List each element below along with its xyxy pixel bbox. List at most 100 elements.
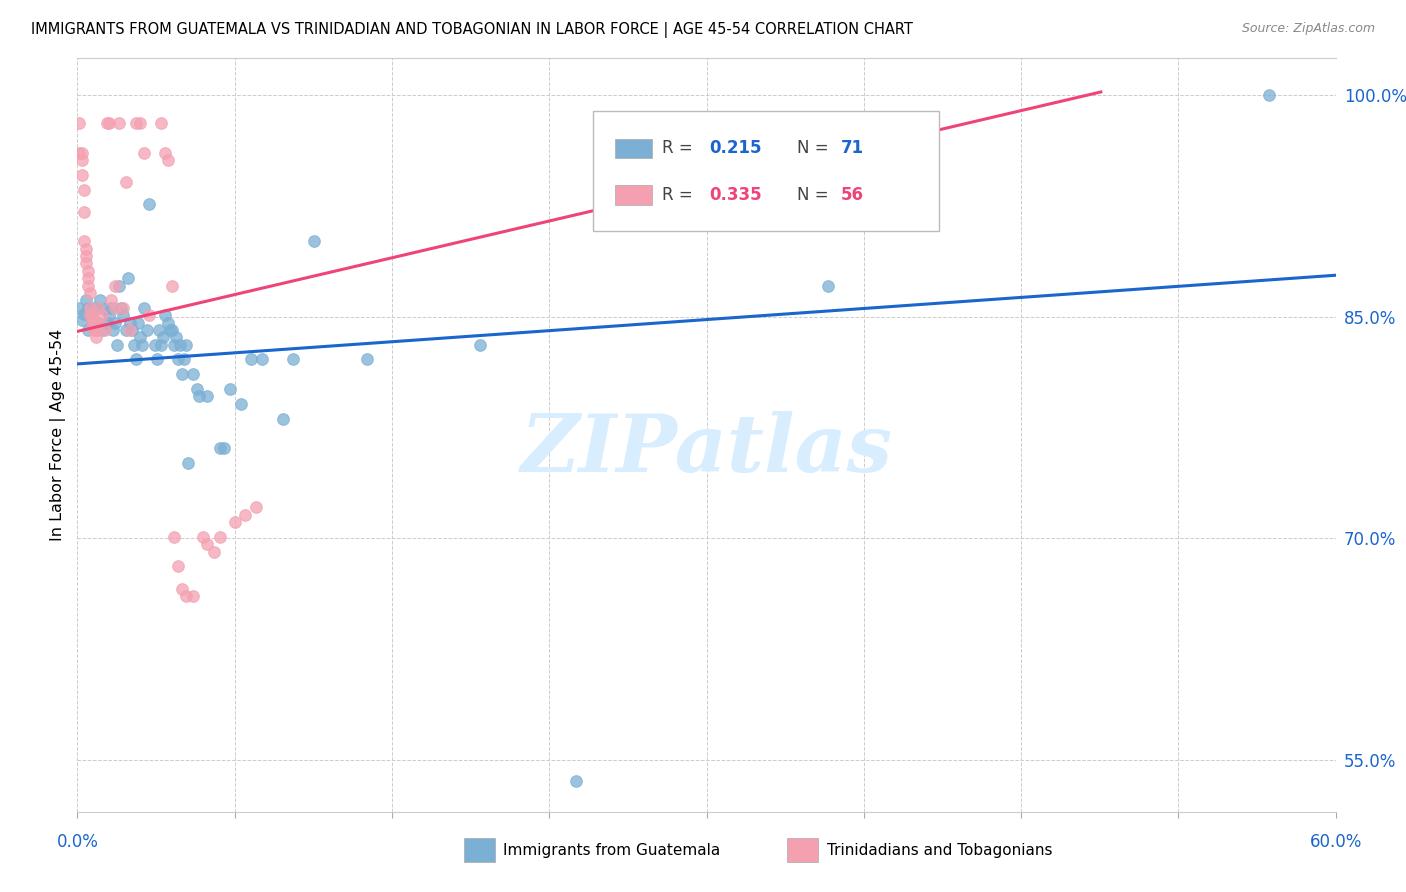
- Point: [250, 352, 273, 367]
- Point: [105, 337, 128, 351]
- Text: Immigrants from Guatemala: Immigrants from Guatemala: [503, 843, 721, 857]
- Point: [96, 316, 118, 330]
- FancyBboxPatch shape: [614, 138, 652, 158]
- Point: [112, 301, 135, 315]
- Point: [70, 312, 93, 326]
- Text: R =: R =: [662, 186, 699, 204]
- Point: [70, 153, 93, 167]
- Point: [83, 323, 105, 337]
- Point: [76, 278, 98, 293]
- Point: [195, 389, 218, 403]
- Point: [186, 382, 208, 396]
- Point: [89, 293, 111, 308]
- Point: [148, 323, 170, 337]
- Point: [87, 316, 110, 330]
- Point: [114, 323, 136, 337]
- Point: [118, 323, 141, 337]
- Point: [163, 530, 186, 544]
- Text: Source: ZipAtlas.com: Source: ZipAtlas.com: [1241, 22, 1375, 36]
- Text: Trinidadians and Tobagonians: Trinidadians and Tobagonians: [827, 843, 1052, 857]
- Point: [101, 323, 124, 337]
- Point: [468, 337, 491, 351]
- Point: [117, 271, 139, 285]
- Text: N =: N =: [797, 139, 834, 157]
- Point: [70, 145, 93, 160]
- Point: [155, 308, 177, 322]
- Point: [150, 337, 173, 351]
- Point: [150, 116, 173, 130]
- Point: [152, 330, 174, 344]
- Point: [84, 323, 107, 337]
- Point: [195, 537, 218, 551]
- Point: [163, 337, 186, 351]
- Point: [100, 301, 122, 315]
- Text: N =: N =: [797, 186, 834, 204]
- Point: [134, 145, 156, 160]
- FancyBboxPatch shape: [593, 111, 939, 231]
- Point: [87, 316, 110, 330]
- Text: IMMIGRANTS FROM GUATEMALA VS TRINIDADIAN AND TOBAGONIAN IN LABOR FORCE | AGE 45-: IMMIGRANTS FROM GUATEMALA VS TRINIDADIAN…: [31, 22, 912, 38]
- Point: [219, 382, 242, 396]
- Point: [131, 337, 153, 351]
- Text: 71: 71: [841, 139, 865, 157]
- Point: [76, 271, 98, 285]
- Point: [110, 301, 132, 315]
- Point: [75, 242, 97, 256]
- Point: [1257, 87, 1279, 102]
- FancyBboxPatch shape: [787, 838, 818, 862]
- Point: [112, 308, 135, 322]
- Point: [143, 337, 166, 351]
- Point: [108, 278, 131, 293]
- Point: [169, 337, 191, 351]
- Point: [67, 116, 90, 130]
- Point: [173, 352, 195, 367]
- Point: [172, 582, 194, 596]
- Point: [91, 308, 114, 322]
- Point: [135, 323, 157, 337]
- Point: [114, 175, 136, 189]
- Y-axis label: In Labor Force | Age 45-54: In Labor Force | Age 45-54: [51, 329, 66, 541]
- Point: [70, 168, 93, 182]
- FancyBboxPatch shape: [614, 186, 652, 205]
- Point: [72, 234, 94, 248]
- Point: [208, 441, 231, 455]
- Point: [97, 116, 120, 130]
- Point: [108, 116, 131, 130]
- Point: [817, 278, 839, 293]
- Point: [304, 234, 326, 248]
- Point: [155, 145, 177, 160]
- Text: ZIPatlas: ZIPatlas: [520, 411, 893, 489]
- Point: [159, 323, 181, 337]
- FancyBboxPatch shape: [464, 838, 495, 862]
- Point: [160, 323, 183, 337]
- Point: [176, 337, 198, 351]
- Text: R =: R =: [662, 139, 699, 157]
- Point: [104, 278, 127, 293]
- Point: [156, 153, 179, 167]
- Point: [84, 330, 107, 344]
- Text: 56: 56: [841, 186, 865, 204]
- Point: [138, 197, 160, 211]
- Point: [84, 323, 107, 337]
- Point: [76, 264, 98, 278]
- Point: [80, 316, 103, 330]
- Point: [80, 308, 103, 322]
- Point: [156, 316, 179, 330]
- Point: [240, 352, 263, 367]
- Point: [176, 589, 198, 603]
- Point: [165, 330, 187, 344]
- Point: [75, 249, 97, 263]
- Point: [67, 301, 90, 315]
- Point: [283, 352, 305, 367]
- Point: [76, 301, 98, 315]
- Point: [181, 589, 204, 603]
- Point: [79, 285, 101, 300]
- Point: [356, 352, 378, 367]
- Point: [97, 308, 120, 322]
- Point: [167, 559, 190, 574]
- Point: [181, 368, 204, 382]
- Point: [93, 323, 115, 337]
- Text: 60.0%: 60.0%: [1309, 833, 1362, 851]
- Text: 0.335: 0.335: [709, 186, 762, 204]
- Point: [79, 308, 101, 322]
